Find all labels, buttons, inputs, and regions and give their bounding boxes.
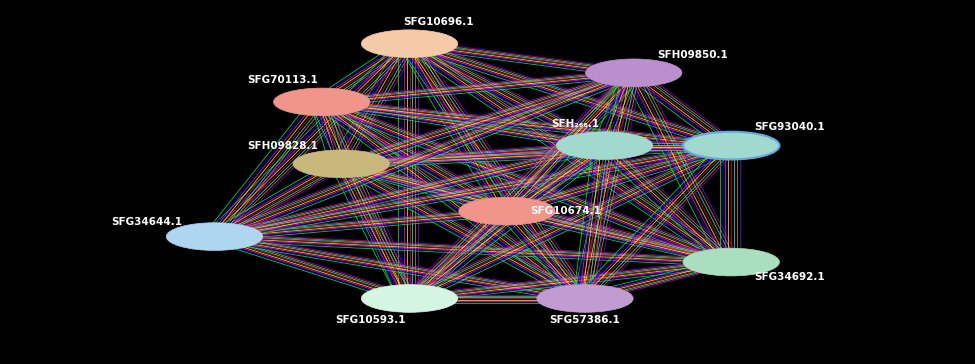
Text: SFG10593.1: SFG10593.1: [335, 315, 406, 325]
Ellipse shape: [537, 285, 633, 312]
Ellipse shape: [683, 132, 779, 159]
Text: SFG93040.1: SFG93040.1: [755, 122, 825, 132]
Text: SFG10696.1: SFG10696.1: [404, 17, 474, 27]
Text: SFH09850.1: SFH09850.1: [657, 50, 727, 60]
Text: SFG70113.1: SFG70113.1: [248, 75, 318, 85]
Ellipse shape: [362, 30, 457, 58]
Ellipse shape: [683, 248, 779, 276]
Text: SFG10674.1: SFG10674.1: [530, 206, 601, 216]
Ellipse shape: [167, 223, 262, 250]
Text: SFG57386.1: SFG57386.1: [550, 315, 620, 325]
Text: SFH09828.1: SFH09828.1: [248, 141, 318, 151]
Text: SFG34644.1: SFG34644.1: [111, 217, 181, 227]
Ellipse shape: [362, 285, 457, 312]
Ellipse shape: [274, 88, 370, 116]
Text: SFG34692.1: SFG34692.1: [755, 272, 825, 282]
Ellipse shape: [586, 59, 682, 87]
Text: SFH₂₆₆.1: SFH₂₆₆.1: [551, 119, 600, 129]
Ellipse shape: [557, 132, 652, 159]
Ellipse shape: [459, 197, 555, 225]
Ellipse shape: [293, 150, 389, 178]
